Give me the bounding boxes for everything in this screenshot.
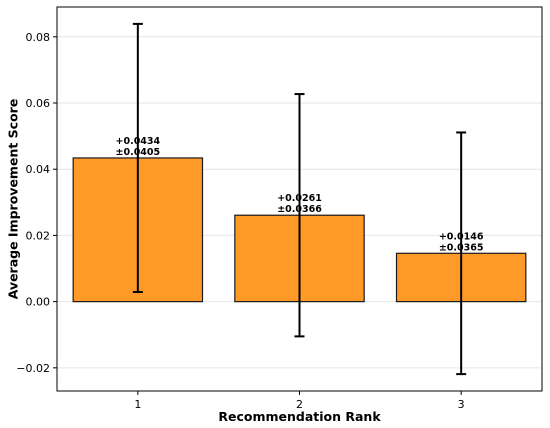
- y-tick-label: 0.00: [26, 296, 51, 309]
- data-label-error: ±0.0366: [277, 204, 322, 215]
- y-tick-label: 0.08: [26, 31, 51, 44]
- error-bars: [132, 22, 467, 376]
- y-tick-label: 0.04: [26, 163, 51, 176]
- x-tick-label: 1: [134, 398, 141, 411]
- data-label-value: +0.0261: [277, 193, 322, 204]
- x-tick-label: 2: [296, 398, 303, 411]
- x-tick-label: 3: [458, 398, 465, 411]
- x-axis-ticks: 1 2 3: [134, 391, 465, 411]
- data-labels: +0.0434±0.0405 +0.0261±0.0366 +0.0146±0.03…: [116, 136, 484, 253]
- data-label-value: +0.0146: [439, 231, 484, 242]
- x-axis-title: Recommendation Rank: [218, 409, 381, 424]
- data-label-error: ±0.0365: [439, 242, 484, 253]
- y-tick-label: −0.02: [16, 362, 50, 375]
- y-axis-ticks: −0.02 0.00 0.02 0.04 0.06 0.08: [16, 31, 57, 375]
- y-tick-label: 0.02: [26, 229, 51, 242]
- data-label-error: ±0.0405: [116, 147, 161, 158]
- y-axis-title: Average Improvement Score: [6, 99, 21, 300]
- y-tick-label: 0.06: [26, 97, 51, 110]
- data-label-value: +0.0434: [116, 136, 161, 147]
